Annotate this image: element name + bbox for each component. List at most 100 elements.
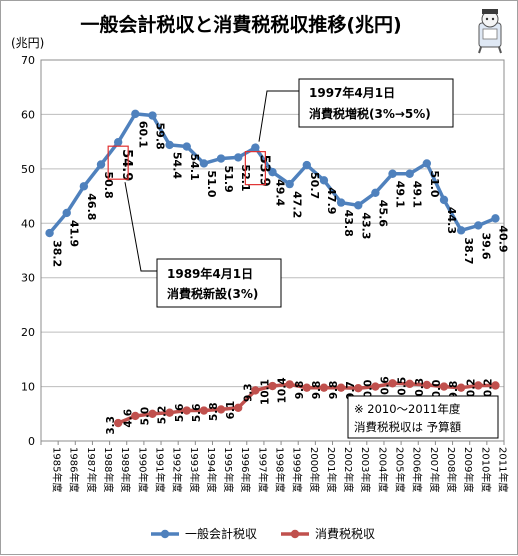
tax-revenue-point	[371, 188, 380, 198]
x-tick-label: 2007年度	[428, 447, 441, 492]
x-tick-label: 1987年度	[85, 447, 98, 492]
legend-label: 一般会計税収	[185, 526, 257, 541]
consumption-tax-point	[371, 382, 380, 391]
chart-title: 一般会計税収と消費税税収推移(兆円)	[80, 13, 401, 36]
data-label-layer: 38.2 41.9 46.8 50.8 54.960.1 59.8 54.4 54.1 51.0…	[51, 121, 510, 435]
consumption-tax-value-label: 4.6	[122, 409, 134, 428]
tax-revenue-point	[474, 221, 483, 230]
tax-revenue-value-label: 51.9	[222, 166, 235, 193]
consumption-tax-value-label: 5.2	[157, 406, 169, 425]
x-tick-label: 1999年度	[291, 447, 304, 492]
note-box	[347, 395, 499, 439]
x-tick-label: 1986年度	[68, 447, 81, 492]
note-line-2: 消費税税収は 予算額	[354, 420, 462, 434]
consumption-tax-value-label: 9.7	[345, 381, 357, 400]
legend: 一般会計税収 消費税税収	[151, 526, 375, 541]
consumption-tax-point	[182, 406, 191, 415]
annotation-1997-text: 消費税増税(3%→5%)	[309, 106, 431, 121]
legend-swatch-marker	[160, 529, 170, 539]
x-tick-label: 1998年度	[274, 447, 287, 492]
consumption-tax-point	[199, 406, 209, 415]
consumption-tax-point	[285, 380, 294, 389]
tax-revenue-value-label: 53.9	[256, 155, 271, 187]
consumption-tax-value-label: 3.3	[105, 416, 117, 435]
tax-revenue-point	[45, 228, 54, 238]
x-tick-label: 1995年度	[222, 447, 235, 492]
tax-revenue-point	[148, 111, 157, 120]
consumption-tax-point	[405, 379, 414, 389]
consumption-tax-point	[216, 405, 226, 414]
consumption-tax-value-label: 5.0	[139, 407, 151, 426]
consumption-tax-value-label: 10.4	[277, 377, 289, 403]
tax-revenue-point	[234, 153, 243, 162]
consumption-tax-point	[165, 408, 174, 417]
x-tick-label: 1996年度	[239, 447, 252, 492]
y-axis-unit: (兆円)	[11, 36, 44, 50]
x-tick-label: 2002年度	[342, 447, 355, 492]
consumption-tax-point	[354, 384, 363, 393]
x-tick-label: 1992年度	[171, 447, 184, 492]
annotation-1997-pointer	[258, 90, 299, 142]
consumption-tax-value-label: 5.6	[174, 404, 186, 423]
annotation-box-1997	[298, 78, 454, 128]
y-tick-label: 70	[21, 54, 35, 67]
tax-revenue-value-label: 43.3	[359, 212, 372, 239]
consumption-tax-point	[251, 386, 260, 395]
legend-label: 消費税税収	[315, 526, 375, 541]
consumption-tax-value-label: 9.8	[294, 381, 306, 400]
consumption-tax-point	[302, 383, 311, 392]
tax-revenue-point	[96, 160, 106, 169]
tax-revenue-point	[165, 140, 174, 150]
tax-revenue-point	[456, 226, 466, 235]
x-tick-label: 1991年度	[153, 447, 166, 492]
tax-revenue-point	[199, 159, 209, 168]
annotation-1989-pointer	[124, 182, 157, 272]
tax-revenue-value-label: 51.0	[428, 170, 441, 197]
consumption-tax-value-label: 10.1	[260, 379, 272, 405]
tax-revenue-value-label: 45.6	[376, 200, 389, 227]
tax-revenue-value-label: 43.8	[342, 210, 355, 237]
x-tick-label: 2004年度	[376, 447, 389, 492]
x-tick-label: 2009年度	[462, 447, 475, 492]
tax-revenue-value-label: 54.4	[171, 152, 184, 179]
tax-revenue-point	[302, 160, 311, 170]
tax-revenue-value-label: 39.6	[479, 232, 492, 259]
consumption-tax-value-label: 9.8	[311, 381, 323, 400]
tax-revenue-point	[405, 169, 414, 178]
consumption-tax-point	[388, 379, 397, 388]
x-tick-label: 2001年度	[325, 447, 338, 492]
x-tick-label: 1989年度	[119, 447, 132, 492]
consumption-tax-point	[234, 403, 243, 412]
tax-revenue-point	[182, 142, 191, 151]
y-tick-label: 20	[21, 326, 35, 339]
consumption-tax-value-label: 5.6	[191, 404, 203, 423]
tax-revenue-value-label: 41.9	[68, 220, 81, 247]
x-tick-label: 1993年度	[188, 447, 201, 492]
tax-revenue-point	[422, 159, 432, 168]
tax-revenue-point	[79, 182, 89, 191]
tax-revenue-point	[388, 169, 397, 178]
highlight-box	[244, 151, 266, 186]
tax-revenue-value-label: 49.1	[411, 181, 424, 208]
y-tick-label: 50	[21, 163, 35, 176]
consumption-tax-value-label: 9.8	[328, 381, 340, 400]
consumption-tax-point	[131, 411, 140, 421]
x-tick-label: 2011年度	[496, 447, 509, 492]
tax-revenue-value-label: 47.2	[291, 191, 304, 218]
annotation-1997-date: 1997年4月1日	[309, 85, 395, 100]
annotation-1989-date: 1989年4月1日	[167, 266, 253, 281]
consumption-tax-value-label: 5.8	[208, 402, 220, 421]
tax-revenue-point	[131, 109, 140, 119]
x-tick-label: 2005年度	[394, 447, 407, 492]
tax-revenue-point	[285, 179, 294, 189]
consumption-tax-point	[474, 381, 483, 390]
consumption-tax-point	[336, 383, 346, 392]
tax-revenue-value-label: 49.1	[394, 181, 407, 208]
tax-revenue-value-label: 54.1	[188, 154, 201, 181]
highlight-box	[107, 145, 129, 180]
tax-revenue-value-label: 44.3	[445, 207, 458, 234]
tax-revenue-value-label: 54.9	[119, 149, 134, 181]
consumption-tax-point	[439, 382, 449, 391]
